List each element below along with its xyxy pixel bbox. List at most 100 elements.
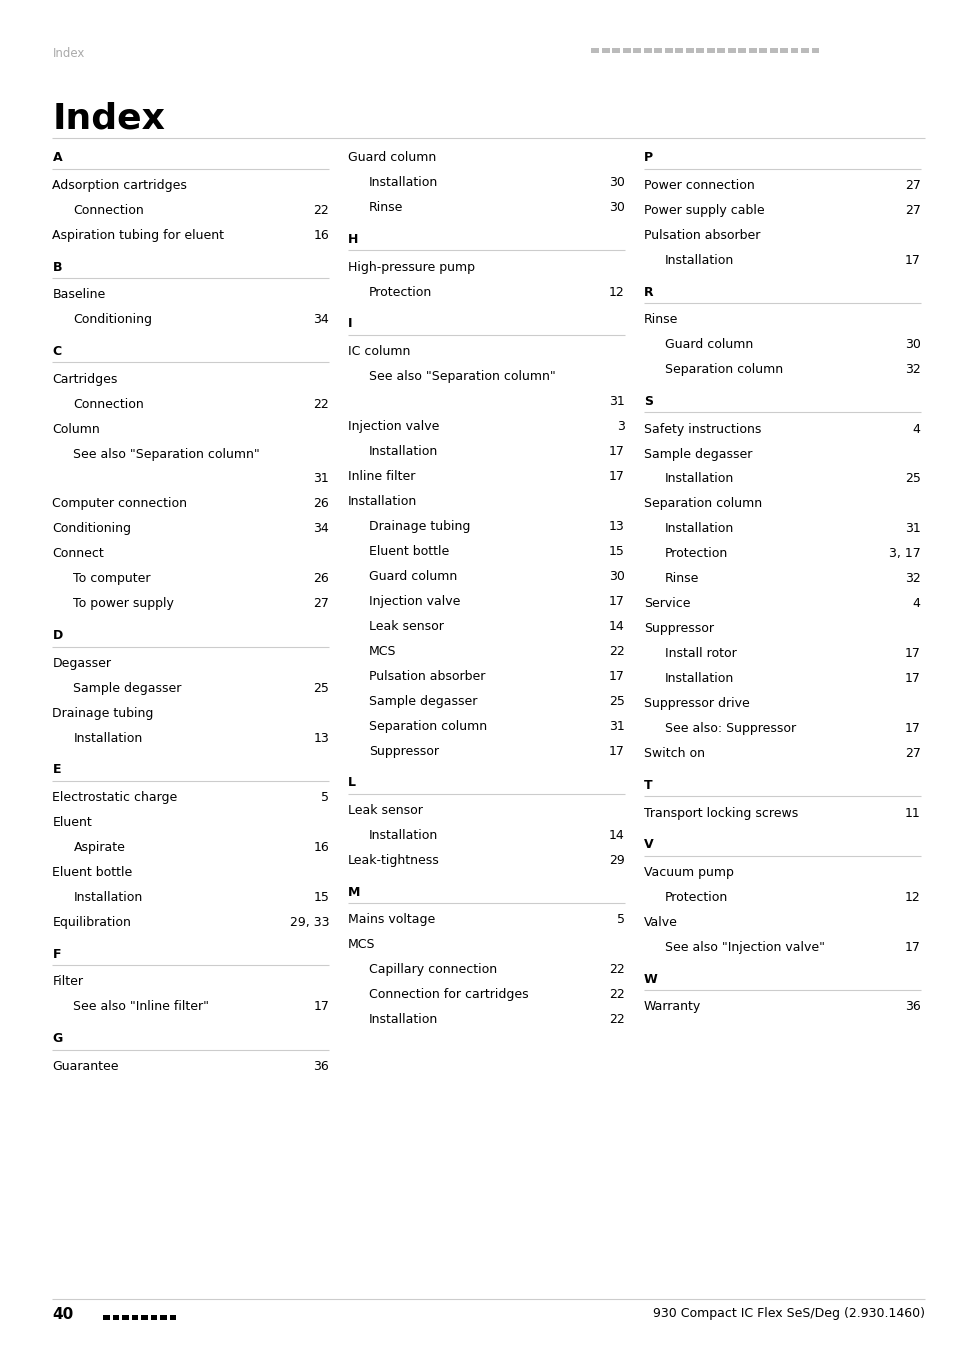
Text: 22: 22 xyxy=(608,1012,624,1026)
Text: Eluent bottle: Eluent bottle xyxy=(369,544,449,558)
Text: 22: 22 xyxy=(313,204,329,217)
Text: 27: 27 xyxy=(903,180,920,192)
Text: 14: 14 xyxy=(608,620,624,633)
Text: Injection valve: Injection valve xyxy=(348,420,439,433)
Text: W: W xyxy=(643,972,657,986)
Text: Protection: Protection xyxy=(369,285,432,298)
Text: Transport locking screws: Transport locking screws xyxy=(643,806,798,819)
Text: Index: Index xyxy=(52,47,85,61)
Text: 5: 5 xyxy=(617,913,624,926)
Text: 17: 17 xyxy=(608,670,624,683)
Text: Aspirate: Aspirate xyxy=(73,841,125,855)
Text: Injection valve: Injection valve xyxy=(369,594,460,608)
Bar xyxy=(591,47,598,54)
Text: Sample degasser: Sample degasser xyxy=(73,682,182,695)
Text: H: H xyxy=(348,232,358,246)
Text: Eluent bottle: Eluent bottle xyxy=(52,865,132,879)
Text: To power supply: To power supply xyxy=(73,597,174,610)
Text: 3, 17: 3, 17 xyxy=(888,547,920,560)
Bar xyxy=(654,47,661,54)
Text: 12: 12 xyxy=(608,285,624,298)
Text: Baseline: Baseline xyxy=(52,288,106,301)
Bar xyxy=(790,47,798,54)
Text: To computer: To computer xyxy=(73,572,151,586)
Bar xyxy=(685,47,693,54)
Bar xyxy=(601,47,609,54)
Text: 34: 34 xyxy=(313,313,329,327)
Text: Installation: Installation xyxy=(73,732,143,745)
Text: Rinse: Rinse xyxy=(643,313,678,327)
Text: 15: 15 xyxy=(608,544,624,558)
Bar xyxy=(633,47,640,54)
Text: 17: 17 xyxy=(608,470,624,483)
Text: 17: 17 xyxy=(903,722,920,736)
Text: 22: 22 xyxy=(608,963,624,976)
Text: See also "Separation column": See also "Separation column" xyxy=(73,447,260,460)
Text: Leak-tightness: Leak-tightness xyxy=(348,853,439,867)
Bar xyxy=(696,47,703,54)
Bar xyxy=(706,47,714,54)
Text: 16: 16 xyxy=(313,841,329,855)
Bar xyxy=(151,1315,157,1320)
Text: M: M xyxy=(348,886,360,899)
Bar xyxy=(643,47,651,54)
Text: 3: 3 xyxy=(617,420,624,433)
Text: 17: 17 xyxy=(903,254,920,267)
Text: Degasser: Degasser xyxy=(52,656,112,670)
Text: 4: 4 xyxy=(912,423,920,436)
Bar xyxy=(612,47,619,54)
Text: 29, 33: 29, 33 xyxy=(290,915,329,929)
Text: 930 Compact IC Flex SeS/Deg (2.930.1460): 930 Compact IC Flex SeS/Deg (2.930.1460) xyxy=(653,1307,924,1320)
Text: Protection: Protection xyxy=(664,891,727,904)
Text: Installation: Installation xyxy=(664,672,734,686)
Text: Connection: Connection xyxy=(73,397,144,410)
Bar xyxy=(112,1315,119,1320)
Text: 17: 17 xyxy=(608,594,624,608)
Text: 17: 17 xyxy=(903,647,920,660)
Text: 11: 11 xyxy=(903,806,920,819)
Text: Installation: Installation xyxy=(664,254,734,267)
Text: Computer connection: Computer connection xyxy=(52,497,188,510)
Text: Installation: Installation xyxy=(664,472,734,486)
Text: Guarantee: Guarantee xyxy=(52,1060,119,1073)
Text: 36: 36 xyxy=(903,1000,920,1014)
Text: 22: 22 xyxy=(608,988,624,1002)
Text: Index: Index xyxy=(52,101,165,135)
Bar xyxy=(122,1315,129,1320)
Bar xyxy=(727,47,735,54)
Bar xyxy=(132,1315,138,1320)
Text: 36: 36 xyxy=(313,1060,329,1073)
Text: P: P xyxy=(643,151,653,165)
Text: V: V xyxy=(643,838,653,852)
Text: 17: 17 xyxy=(313,1000,329,1014)
Text: 32: 32 xyxy=(903,572,920,586)
Text: Filter: Filter xyxy=(52,975,83,988)
Text: 22: 22 xyxy=(313,397,329,410)
Text: Capillary connection: Capillary connection xyxy=(369,963,497,976)
Text: Guard column: Guard column xyxy=(348,151,436,165)
Text: 4: 4 xyxy=(912,597,920,610)
Text: 31: 31 xyxy=(608,394,624,408)
Text: F: F xyxy=(52,948,61,961)
Text: 26: 26 xyxy=(313,572,329,586)
Bar xyxy=(811,47,819,54)
Text: 22: 22 xyxy=(608,644,624,657)
Text: 30: 30 xyxy=(608,201,624,215)
Bar xyxy=(622,47,630,54)
Text: 27: 27 xyxy=(313,597,329,610)
Text: MCS: MCS xyxy=(348,938,375,952)
Text: Suppressor: Suppressor xyxy=(369,744,438,757)
Text: Inline filter: Inline filter xyxy=(348,470,416,483)
Text: Aspiration tubing for eluent: Aspiration tubing for eluent xyxy=(52,228,224,242)
Text: Connection: Connection xyxy=(73,204,144,217)
Text: 31: 31 xyxy=(608,720,624,733)
Text: Installation: Installation xyxy=(369,829,438,842)
Bar xyxy=(759,47,766,54)
Text: Vacuum pump: Vacuum pump xyxy=(643,865,733,879)
Text: Adsorption cartridges: Adsorption cartridges xyxy=(52,180,187,192)
Text: 30: 30 xyxy=(903,338,920,351)
Text: Protection: Protection xyxy=(664,547,727,560)
Text: Eluent: Eluent xyxy=(52,815,92,829)
Text: 26: 26 xyxy=(313,497,329,510)
Bar xyxy=(170,1315,176,1320)
